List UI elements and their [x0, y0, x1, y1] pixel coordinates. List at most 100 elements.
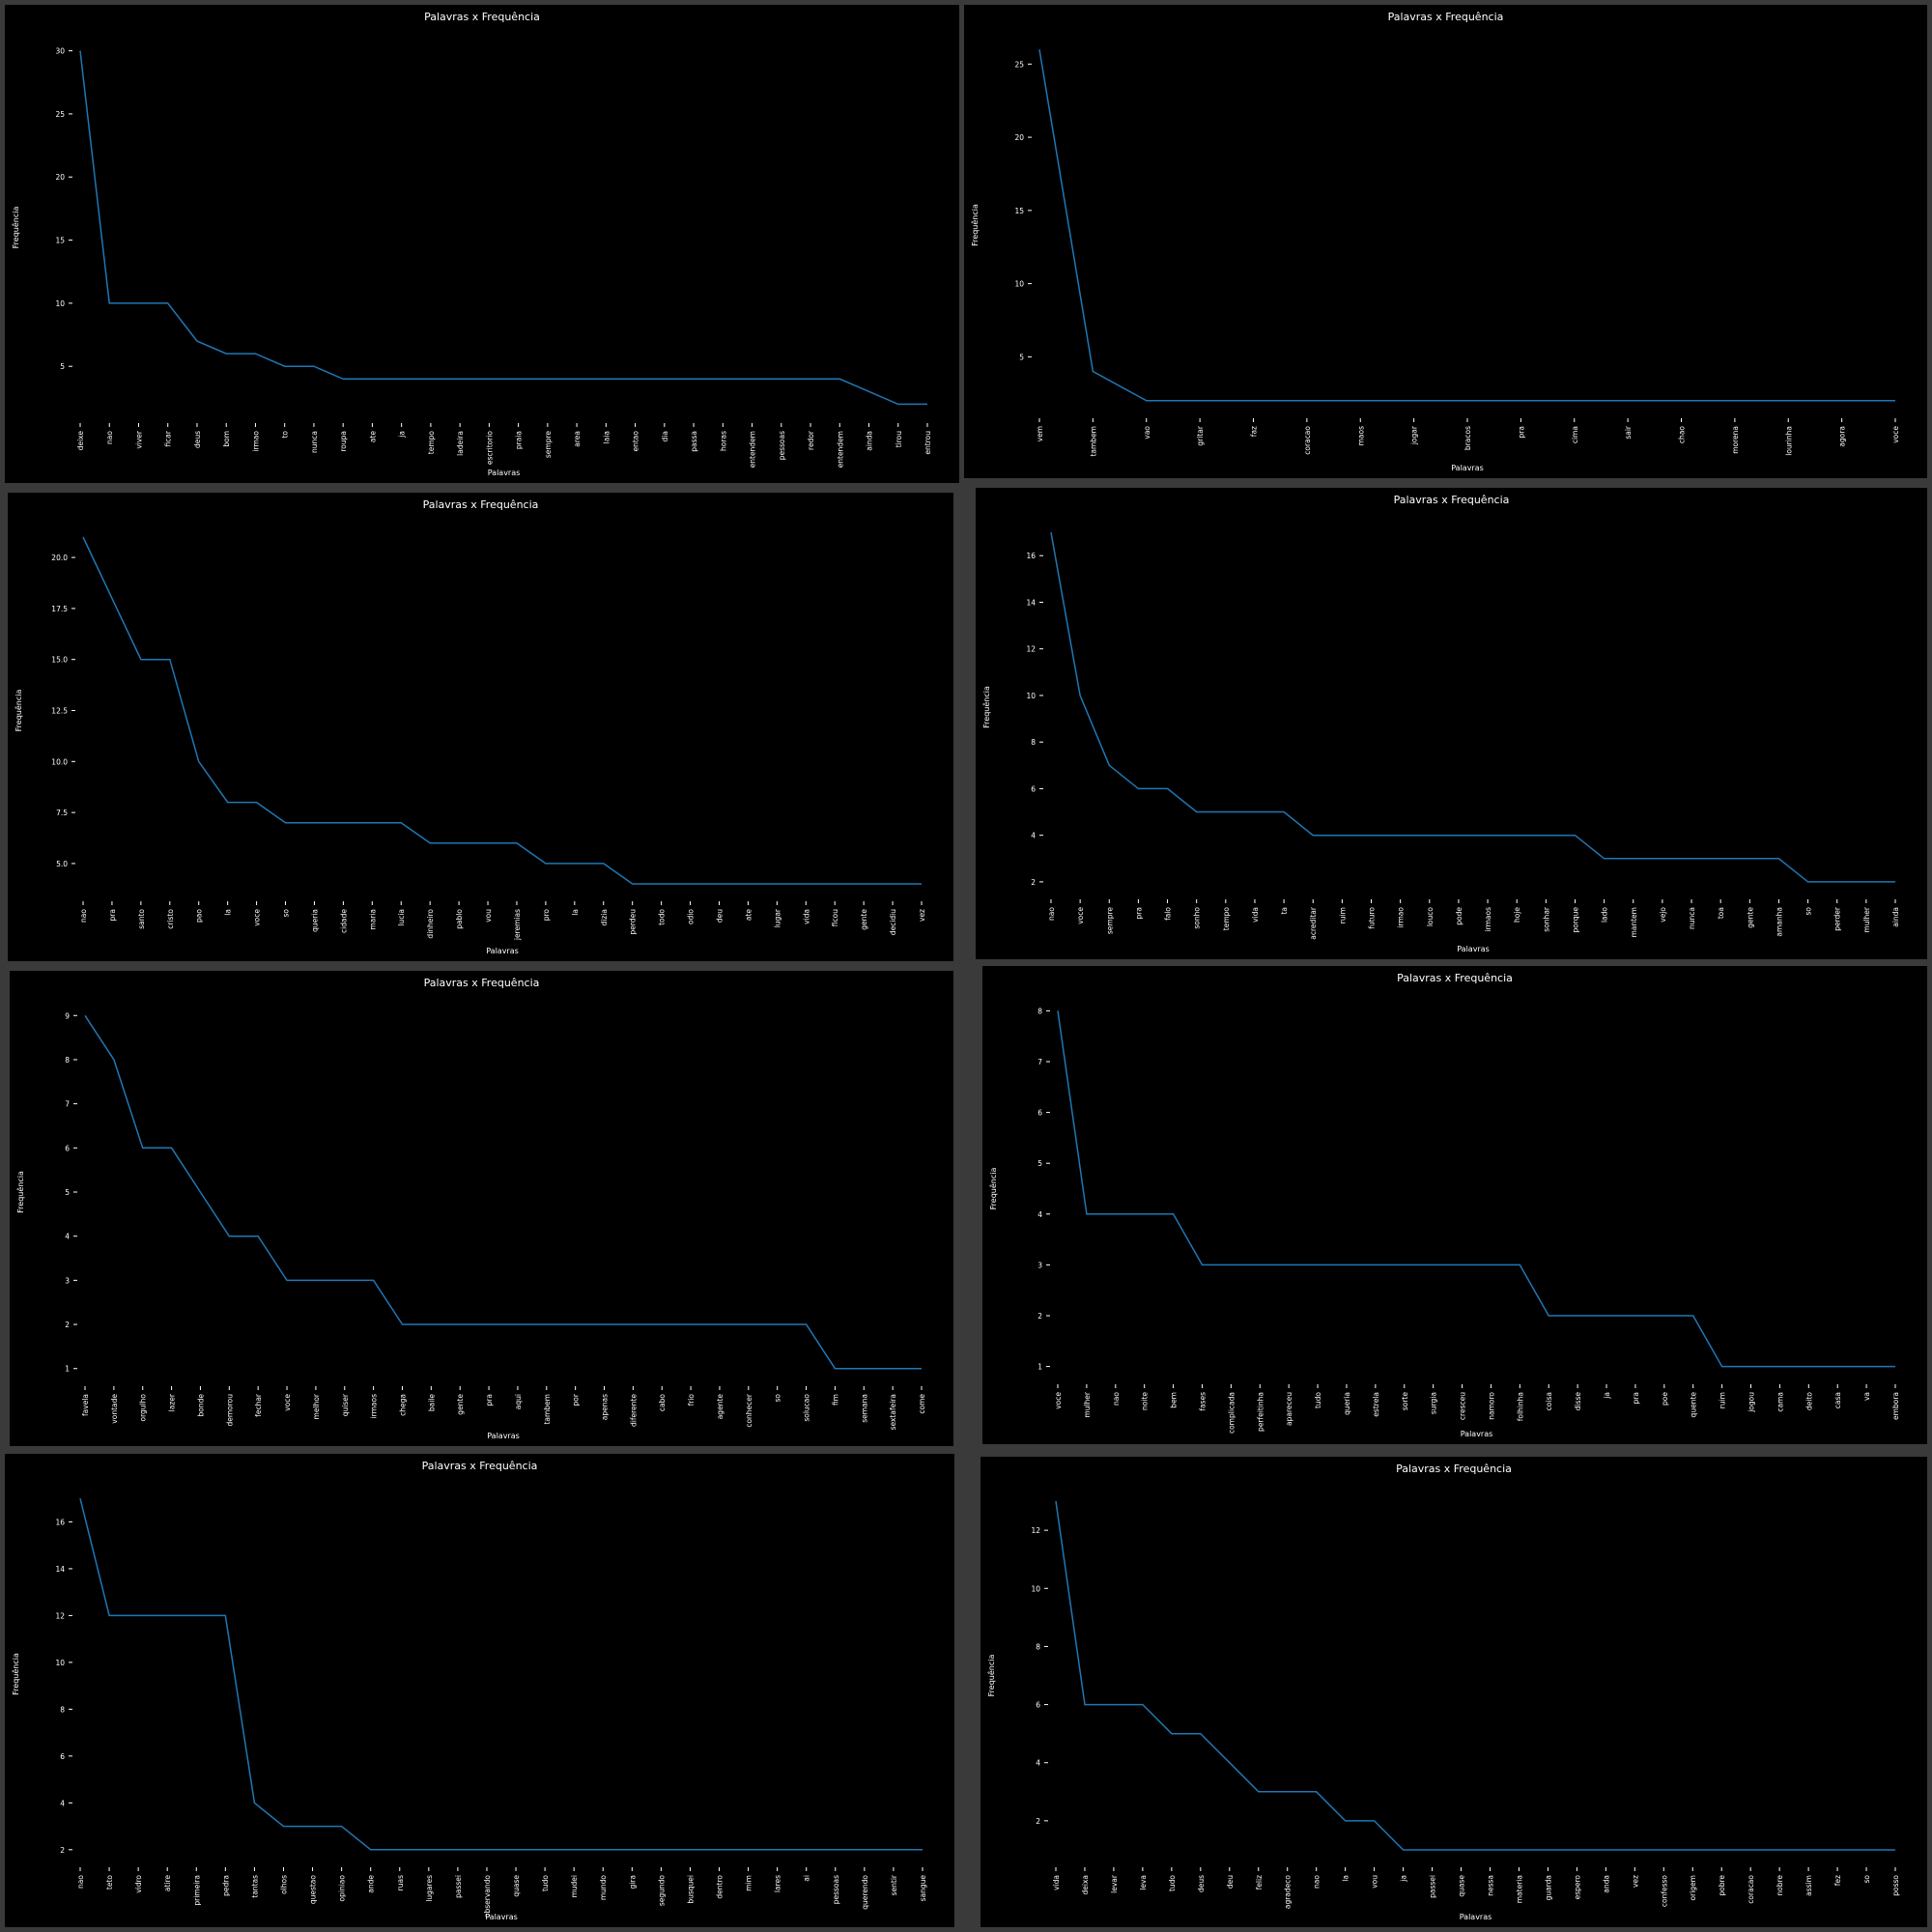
x-tick-label: deu — [1226, 1875, 1235, 1889]
x-tick-label: lazer — [168, 1393, 177, 1411]
x-tick-label: aqui — [514, 1394, 523, 1409]
x-tick-label: pessoas — [832, 1875, 840, 1904]
x-tick-label: pobre — [1718, 1875, 1726, 1896]
x-tick-label: to — [281, 431, 290, 439]
series-line — [1050, 531, 1895, 883]
y-axis-label: Frequência — [15, 1171, 25, 1213]
x-tick-label: nao — [76, 1875, 85, 1889]
x-tick-label: acreditar — [1309, 906, 1318, 940]
x-tick-label: hoje — [1513, 907, 1521, 923]
y-tick-label: 8 — [1037, 1007, 1042, 1015]
x-tick-label: passei — [454, 1875, 463, 1898]
x-tick-label: irmao — [251, 431, 260, 452]
x-tick-label: agradeco — [1284, 1875, 1293, 1910]
x-tick-label: espero — [1573, 1875, 1581, 1900]
x-tick-label: pablo — [455, 909, 464, 929]
x-tick-label: nao — [105, 431, 114, 444]
x-tick-label: pra — [1517, 426, 1525, 438]
x-tick-label: solucao — [803, 1394, 811, 1422]
x-tick-label: pra — [108, 909, 117, 921]
x-tick-label: lares — [774, 1875, 782, 1892]
x-tick-label: observando — [483, 1875, 492, 1918]
x-tick-label: falo — [1164, 907, 1173, 921]
x-tick-label: voce — [1054, 1392, 1063, 1409]
x-tick-label: fez — [1833, 1875, 1842, 1886]
x-tick-label: bracos — [1463, 426, 1472, 450]
x-tick-label: vida — [1052, 1875, 1061, 1890]
x-tick-label: coisa — [1545, 1392, 1553, 1410]
x-tick-label: primeira — [192, 1875, 201, 1906]
x-tick-label: lado — [1601, 907, 1609, 923]
x-axis-label: Palavras — [485, 1913, 518, 1921]
x-tick-label: pode — [1455, 907, 1463, 925]
x-tick-label: fases — [1198, 1392, 1207, 1411]
x-tick-label: ficar — [164, 430, 173, 446]
x-axis-label: Palavras — [1461, 1430, 1493, 1438]
x-tick-label: apenas — [601, 1394, 610, 1420]
x-tick-label: perfeitinha — [1256, 1392, 1264, 1432]
chart-svg: Palavras x Frequência Palavras Frequência 2… — [11, 1460, 927, 1921]
chart-title: Palavras x Frequência — [424, 977, 540, 989]
x-tick-label: morena — [1731, 426, 1740, 454]
y-tick-label: 8 — [1031, 738, 1036, 747]
chart-svg: Palavras x Frequência Palavras Frequência 5… — [14, 498, 926, 955]
x-tick-label: faz — [1250, 426, 1259, 437]
x-tick-label: materia — [1515, 1875, 1523, 1903]
chart-panel-4: Palavras x Frequência Palavras Frequência 2… — [976, 488, 1927, 959]
x-tick-label: passei — [1429, 1875, 1437, 1898]
x-tick-label: vidro — [134, 1875, 143, 1893]
x-tick-label: lourinha — [1784, 426, 1793, 456]
x-tick-label: olhos — [279, 1875, 288, 1894]
x-tick-label: nao — [1313, 1875, 1321, 1889]
x-tick-label: sorte — [1401, 1392, 1409, 1411]
x-tick-label: passa — [690, 431, 698, 452]
x-tick-label: cristo — [166, 909, 175, 929]
x-tick-label: ta — [1280, 907, 1289, 915]
y-tick-label: 7.5 — [56, 809, 68, 817]
x-tick-label: questao — [309, 1875, 318, 1905]
series-line — [82, 536, 922, 885]
x-tick-label: fim — [831, 1394, 839, 1406]
y-tick-label: 3 — [65, 1276, 70, 1285]
x-tick-label: vontade — [110, 1394, 119, 1424]
x-tick-label: coracao — [1303, 426, 1312, 455]
x-tick-label: escritorio — [485, 431, 494, 466]
chart-panel-5: Palavras x Frequência Palavras Frequência 1… — [10, 971, 953, 1446]
y-tick-label: 4 — [60, 1799, 65, 1807]
x-tick-label: la — [224, 909, 233, 916]
x-tick-label: estrela — [1372, 1392, 1380, 1417]
y-tick-label: 10 — [1026, 692, 1036, 700]
x-tick-label: quase — [1458, 1875, 1466, 1897]
x-tick-label: deito — [1804, 1392, 1813, 1410]
x-tick-label: ainda — [1891, 907, 1900, 927]
y-tick-label: 8 — [60, 1705, 65, 1714]
y-axis-label: Frequência — [986, 1655, 996, 1697]
x-tick-label: ai — [803, 1875, 811, 1882]
x-tick-label: agora — [1838, 426, 1847, 447]
y-tick-label: 12 — [55, 1611, 65, 1620]
x-tick-label: surgia — [1430, 1392, 1438, 1414]
x-tick-label: sempre — [544, 431, 553, 459]
x-tick-label: la — [571, 909, 580, 916]
chart-title: Palavras x Frequência — [1397, 972, 1513, 984]
x-tick-label: nunca — [1688, 907, 1696, 929]
x-tick-label: so — [774, 1394, 782, 1403]
y-tick-label: 20 — [55, 173, 65, 182]
y-axis-label: Frequência — [970, 204, 980, 246]
x-tick-label: feliz — [1255, 1875, 1264, 1889]
y-tick-label: 7 — [65, 1100, 70, 1109]
x-tick-label: tirou — [895, 431, 903, 448]
x-tick-label: tempo — [427, 431, 436, 455]
x-tick-label: tantas — [250, 1875, 259, 1898]
x-tick-label: bom — [222, 431, 231, 447]
x-tick-label: frio — [687, 1394, 696, 1406]
y-tick-label: 1 — [65, 1365, 70, 1374]
series-line — [1057, 1010, 1895, 1368]
x-tick-label: deixe — [76, 431, 85, 451]
x-tick-label: disse — [1574, 1392, 1582, 1411]
x-tick-label: lugar — [773, 908, 781, 927]
x-tick-label: horas — [719, 431, 727, 451]
y-tick-label: 10.0 — [51, 757, 68, 766]
x-tick-label: levar — [1110, 1874, 1119, 1893]
x-tick-label: assim — [1804, 1875, 1813, 1896]
